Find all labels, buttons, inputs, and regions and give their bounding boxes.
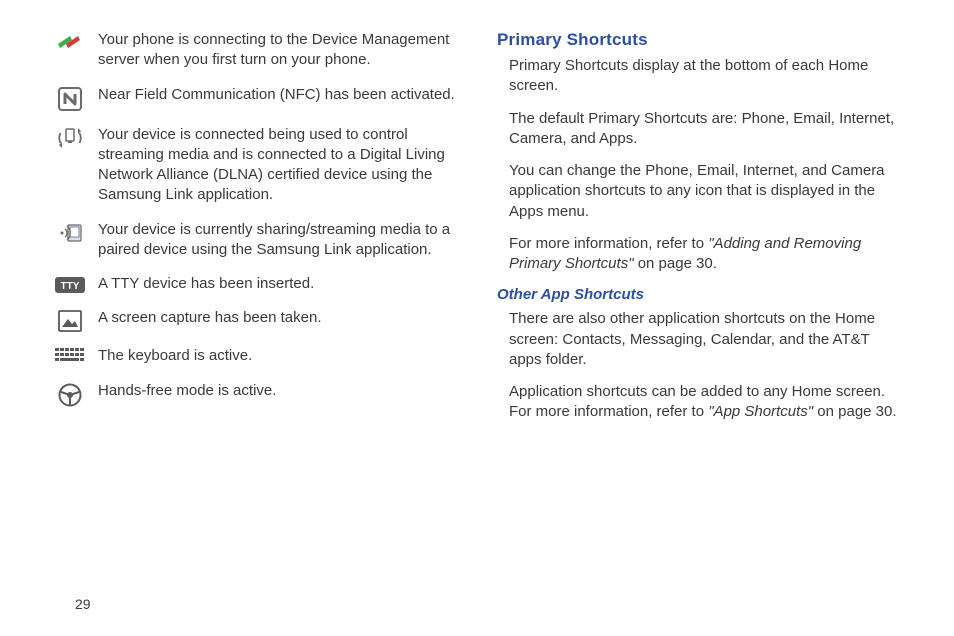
- primary-shortcuts-heading: Primary Shortcuts: [497, 30, 904, 50]
- status-item-text: The keyboard is active.: [90, 346, 457, 366]
- status-item: A screen capture has been taken.: [50, 308, 457, 332]
- paragraph: Primary Shortcuts display at the bottom …: [509, 56, 904, 97]
- screenshot-icon: [50, 308, 90, 332]
- status-item: Your device is currently sharing/streami…: [50, 220, 457, 261]
- status-item-text: Near Field Communication (NFC) has been …: [90, 85, 457, 111]
- steering-wheel-icon: [50, 381, 90, 407]
- page: Your phone is connecting to the Device M…: [0, 0, 954, 636]
- text-run: For more information, refer to: [509, 235, 708, 252]
- paragraph: The default Primary Shortcuts are: Phone…: [509, 109, 904, 150]
- status-item-text: A TTY device has been inserted.: [90, 274, 457, 294]
- text-run: on page 30.: [634, 255, 717, 272]
- paragraph: You can change the Phone, Email, Interne…: [509, 161, 904, 222]
- status-item-text: Your phone is connecting to the Device M…: [90, 30, 457, 71]
- sync-arrows-icon: [50, 30, 90, 71]
- dlna-icon: [50, 125, 90, 206]
- paragraph: There are also other application shortcu…: [509, 309, 904, 370]
- text-run: on page 30.: [813, 403, 896, 420]
- keyboard-icon: [50, 346, 90, 366]
- paragraph: Application shortcuts can be added to an…: [509, 382, 904, 423]
- status-item-text: Your device is currently sharing/streami…: [90, 220, 457, 261]
- paragraph: For more information, refer to "Adding a…: [509, 234, 904, 275]
- sharing-icon: [50, 220, 90, 261]
- status-item-text: A screen capture has been taken.: [90, 308, 457, 332]
- right-column: Primary Shortcuts Primary Shortcuts disp…: [477, 30, 924, 626]
- left-column: Your phone is connecting to the Device M…: [30, 30, 477, 626]
- other-app-shortcuts-heading: Other App Shortcuts: [497, 286, 904, 303]
- svg-text:TTY: TTY: [61, 281, 80, 292]
- status-item: Near Field Communication (NFC) has been …: [50, 85, 457, 111]
- status-item: The keyboard is active.: [50, 346, 457, 366]
- cross-reference: "App Shortcuts": [708, 403, 813, 420]
- status-item: Your phone is connecting to the Device M…: [50, 30, 457, 71]
- nfc-icon: [50, 85, 90, 111]
- status-item: Hands-free mode is active.: [50, 381, 457, 407]
- status-item: TTY A TTY device has been inserted.: [50, 274, 457, 294]
- tty-icon: TTY: [50, 274, 90, 294]
- status-item-text: Your device is connected being used to c…: [90, 125, 457, 206]
- page-number: 29: [75, 596, 91, 612]
- status-item: Your device is connected being used to c…: [50, 125, 457, 206]
- status-item-text: Hands-free mode is active.: [90, 381, 457, 407]
